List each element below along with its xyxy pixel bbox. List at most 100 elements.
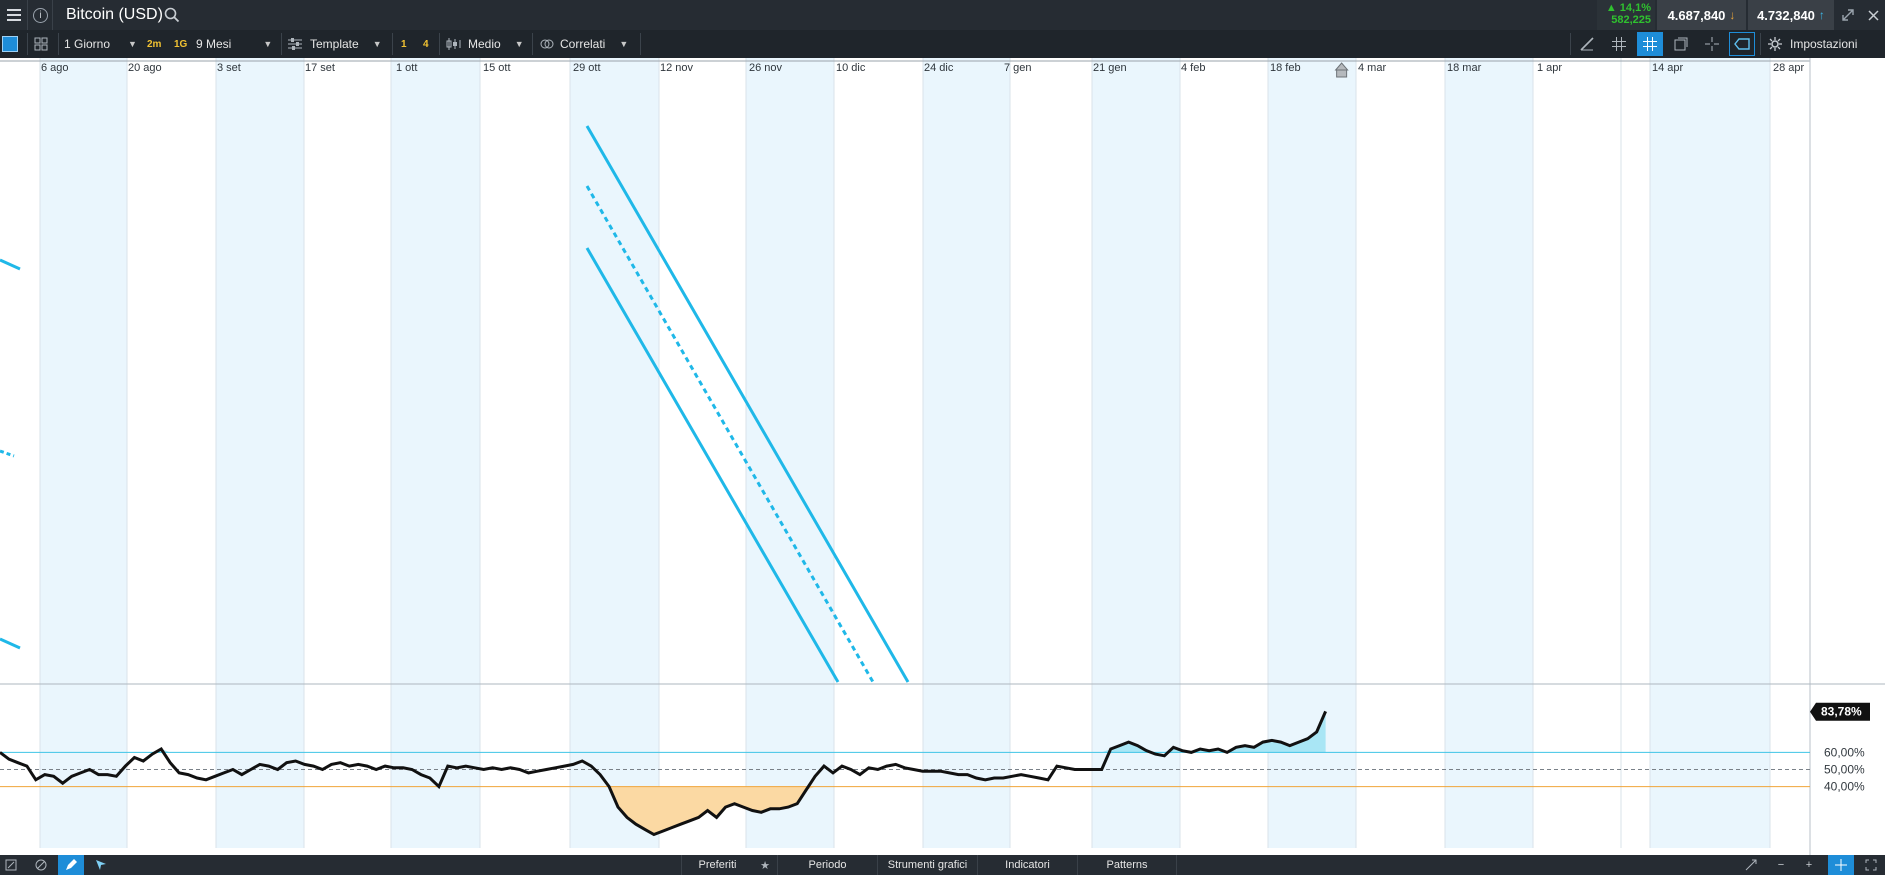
fullscreen-icon[interactable]: [1858, 855, 1884, 875]
settings-button[interactable]: Impostazioni: [1768, 30, 1857, 58]
gear-icon: [1768, 37, 1782, 51]
interval-1g-button[interactable]: 1G: [174, 38, 188, 50]
trendline-left-stub: [0, 258, 21, 271]
period-label: 9 Mesi: [196, 37, 232, 51]
patterns-tab[interactable]: Patterns: [1077, 855, 1177, 875]
change-absolute: 582,225: [1611, 14, 1651, 26]
pencil-icon[interactable]: [58, 855, 84, 875]
x-tick-label: 4 mar: [1358, 62, 1386, 74]
buy-price-button[interactable]: 4.732,840 ↑: [1748, 0, 1834, 30]
trend-channel-lines[interactable]: [0, 125, 910, 683]
x-tick-label: 24 dic: [924, 62, 954, 74]
fit-chart-icon[interactable]: [1828, 855, 1854, 875]
x-tick-label: 29 ott: [573, 62, 601, 74]
chevron-down-icon: ▼: [514, 39, 524, 49]
trendline-middle: [585, 185, 875, 683]
cursor-icon[interactable]: [90, 855, 112, 875]
scale-icon[interactable]: [1740, 855, 1762, 875]
expand-icon[interactable]: [1836, 0, 1860, 30]
chart-toolbar: 1 Giorno ▼ 2m 1G 9 Mesi ▼ Template ▼ 1 4 Me…: [0, 30, 1885, 58]
title-bar: i Bitcoin (USD) ▲ 14,1% 582,225 4.687,84…: [0, 0, 1885, 30]
correlated-icon: [540, 39, 554, 49]
month-band: [391, 58, 480, 848]
layout-grid-icon[interactable]: [34, 30, 52, 58]
price-chart[interactable]: 6 ago 20 ago 3 set 17 set 1 ott 15 ott 29 ott 1…: [0, 58, 1885, 855]
x-tick-label: 18 feb: [1270, 62, 1301, 74]
x-tick-label: 14 apr: [1652, 62, 1684, 74]
month-band: [1268, 58, 1356, 848]
favorites-tab[interactable]: Preferiti: [681, 855, 753, 875]
period-tab[interactable]: Periodo: [777, 855, 877, 875]
correlated-dropdown[interactable]: Correlati ▼: [540, 30, 628, 58]
sell-price-button[interactable]: 4.687,840 ↓: [1657, 0, 1746, 30]
x-tick-label: 10 dic: [836, 62, 866, 74]
oscillator-level-label: 40,00%: [1824, 780, 1865, 794]
trendline-lower: [585, 247, 840, 683]
x-tick-label: 4 feb: [1181, 62, 1205, 74]
template-dropdown[interactable]: Template ▼: [288, 30, 382, 58]
indicators-tab[interactable]: Indicatori: [977, 855, 1077, 875]
up-trend-icon: ↑: [1818, 8, 1825, 22]
clear-drawings-icon[interactable]: [30, 855, 52, 875]
chart-view-icon[interactable]: [2, 30, 24, 58]
drawing-tools-tab[interactable]: Strumenti grafici: [877, 855, 977, 875]
current-price-line: [1334, 62, 1349, 78]
oscillator-level-label: 50,00%: [1824, 763, 1865, 777]
trendline-left-stub: [0, 449, 15, 458]
windows-icon[interactable]: [1668, 32, 1694, 56]
month-bands: [40, 58, 1770, 848]
chart-count-1-button[interactable]: 1: [401, 38, 407, 50]
month-band: [923, 58, 1010, 848]
x-tick-label: 15 ott: [483, 62, 511, 74]
x-tick-label: 7 gen: [1004, 62, 1032, 74]
month-band: [1445, 58, 1533, 848]
x-tick-label: 1 apr: [1537, 62, 1562, 74]
grid-lines: [0, 58, 1885, 855]
hamburger-menu-icon[interactable]: [0, 0, 28, 30]
x-tick-label: 1 ott: [396, 62, 417, 74]
correlated-label: Correlati: [560, 37, 606, 51]
month-band: [746, 58, 834, 848]
draw-line-icon[interactable]: [1574, 32, 1600, 56]
interval-2m-button[interactable]: 2m: [147, 38, 162, 50]
drawing-mode-icon[interactable]: [0, 855, 22, 875]
chevron-down-icon: ▼: [619, 39, 629, 49]
interval-dropdown[interactable]: 1 Giorno ▼: [64, 30, 137, 58]
template-label: Template: [310, 37, 359, 51]
x-tick-label: 3 set: [217, 62, 241, 74]
oscillator-level-label: 60,00%: [1824, 745, 1865, 759]
interval-label: 1 Giorno: [64, 37, 111, 51]
month-band: [40, 58, 127, 848]
zoom-in-icon[interactable]: +: [1805, 859, 1813, 871]
sliders-icon: [288, 38, 302, 50]
chevron-down-icon: ▼: [372, 39, 382, 49]
down-trend-icon: ↓: [1729, 8, 1736, 22]
event-marker-base: [1336, 69, 1348, 78]
month-band: [1092, 58, 1180, 848]
price-change-box: ▲ 14,1% 582,225: [1597, 0, 1655, 30]
instrument-title: Bitcoin (USD): [66, 6, 163, 23]
zoom-out-icon[interactable]: −: [1777, 859, 1785, 871]
crosshair-grid-icon[interactable]: [1637, 32, 1663, 56]
sell-price: 4.687,840: [1667, 7, 1726, 23]
info-icon[interactable]: i: [29, 0, 53, 30]
label-tag-icon[interactable]: [1729, 32, 1755, 56]
buy-price: 4.732,840: [1757, 7, 1815, 23]
x-axis-labels: 6 ago 20 ago 3 set 17 set 1 ott 15 ott 29 ott 1…: [41, 62, 1805, 74]
period-dropdown[interactable]: 9 Mesi ▼: [196, 30, 272, 58]
chevron-down-icon: ▼: [263, 39, 273, 49]
oscillator-line: [0, 710, 1327, 837]
chart-style-dropdown[interactable]: Medio ▼: [446, 30, 524, 58]
search-icon[interactable]: [164, 7, 180, 28]
x-tick-label: 21 gen: [1093, 62, 1127, 74]
close-icon[interactable]: [1861, 0, 1885, 30]
grid-lines-icon[interactable]: [1606, 32, 1632, 56]
chart-count-4-button[interactable]: 4: [423, 38, 429, 50]
x-tick-label: 12 nov: [660, 62, 694, 74]
star-icon[interactable]: ★: [760, 859, 770, 872]
oversold-fill: [0, 786, 1326, 835]
crosshair-icon[interactable]: [1699, 32, 1725, 56]
trendline-upper: [585, 125, 910, 683]
trendline-left-stub: [0, 637, 21, 650]
